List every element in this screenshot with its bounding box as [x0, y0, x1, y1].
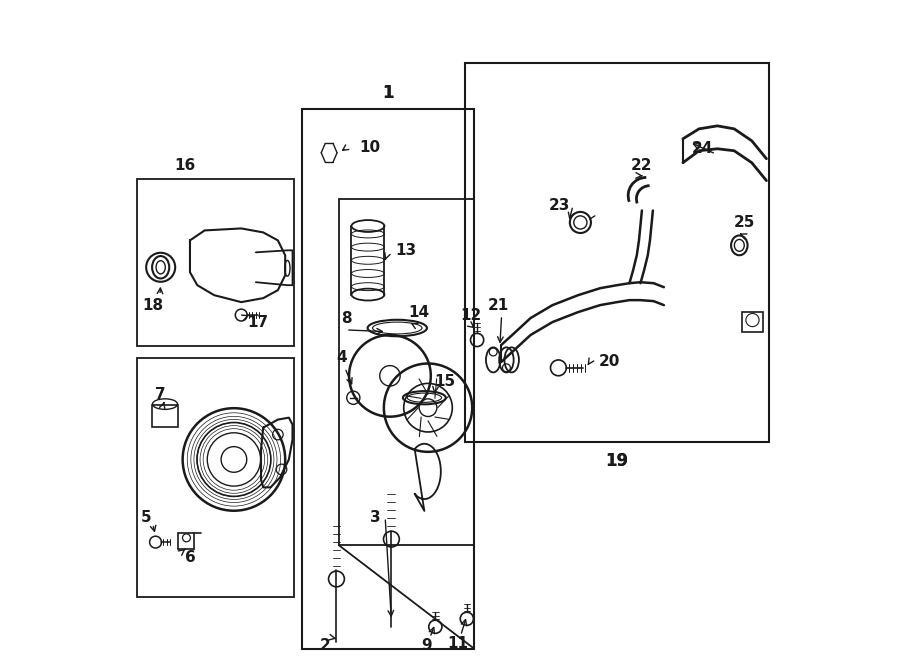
Text: 24: 24: [692, 141, 714, 156]
Text: 4: 4: [337, 350, 347, 365]
Bar: [464, 63, 769, 442]
Text: 17: 17: [248, 314, 269, 330]
Text: 9: 9: [421, 638, 432, 653]
Text: 2: 2: [320, 638, 331, 653]
Text: 8: 8: [341, 310, 351, 326]
Bar: [137, 179, 294, 346]
Text: 14: 14: [409, 305, 430, 320]
Bar: [742, 312, 763, 332]
Text: 10: 10: [359, 140, 380, 156]
Text: 19: 19: [605, 452, 628, 471]
Text: 19: 19: [605, 452, 628, 471]
Text: 11: 11: [446, 636, 468, 651]
Text: 1: 1: [382, 84, 393, 102]
Bar: [338, 199, 474, 545]
Text: 13: 13: [395, 243, 417, 258]
Text: 5: 5: [140, 510, 151, 525]
Text: 18: 18: [143, 298, 164, 312]
Text: 25: 25: [734, 215, 755, 230]
Text: 21: 21: [488, 298, 509, 312]
Text: 16: 16: [175, 158, 195, 173]
Text: 3: 3: [370, 510, 381, 525]
Text: 12: 12: [460, 308, 482, 322]
Text: 6: 6: [184, 549, 195, 565]
Bar: [152, 405, 177, 426]
Text: 22: 22: [631, 158, 652, 173]
Text: 1: 1: [382, 84, 393, 102]
Text: 23: 23: [549, 198, 571, 213]
Bar: [137, 358, 294, 597]
Text: 7: 7: [156, 387, 166, 402]
Text: 20: 20: [599, 354, 620, 369]
Text: 15: 15: [435, 374, 455, 389]
Bar: [302, 109, 474, 649]
